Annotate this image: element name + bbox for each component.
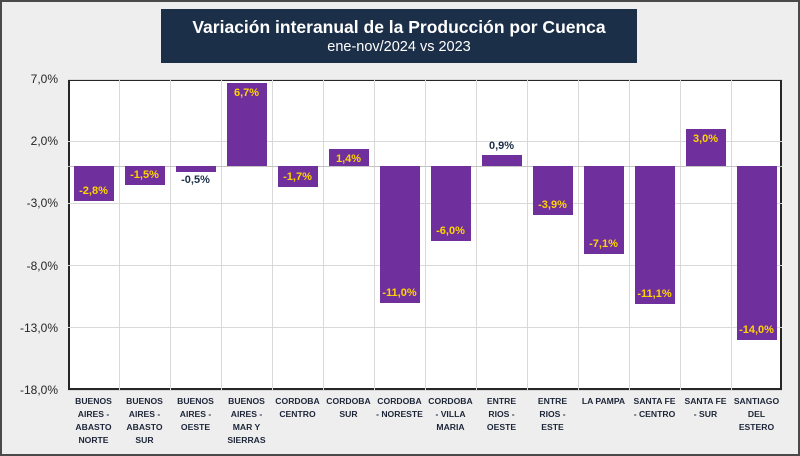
bar — [328, 148, 369, 167]
chart-title-box: Variación interanual de la Producción po… — [161, 9, 637, 63]
bar-value-label: 6,7% — [233, 86, 260, 99]
x-tick-label: SANTA FE - CENTRO — [633, 396, 676, 419]
gridline-v — [271, 79, 273, 390]
gridline-v — [577, 79, 579, 390]
bar-value-label: -6,0% — [436, 224, 465, 237]
bar-value-label: -1,7% — [283, 171, 312, 184]
x-tick-label: CORDOBA SUR — [326, 396, 371, 419]
x-tick-label: ENTRE RIOS - ESTE — [537, 396, 568, 432]
bar-value-label: 0,9% — [488, 139, 515, 152]
zero-axis-line — [68, 165, 782, 167]
gridline-v — [628, 79, 630, 390]
bar — [736, 166, 777, 341]
x-tick-label: SANTA FE - SUR — [684, 396, 727, 419]
bar — [583, 166, 624, 255]
x-axis: BUENOS AIRES - ABASTO NORTE BUENOS AIRES … — [68, 395, 782, 453]
y-tick-label: 7,0% — [30, 72, 58, 86]
chart-title: Variación interanual de la Producción po… — [192, 17, 606, 37]
x-tick-label: BUENOS AIRES - OESTE — [177, 396, 214, 432]
bar-value-label: -14,0% — [739, 324, 774, 337]
gridline-v — [679, 79, 681, 390]
bar — [430, 166, 471, 241]
bar — [379, 166, 420, 303]
gridline-v — [730, 79, 732, 390]
x-tick-label: CORDOBA - VILLA MARIA — [428, 396, 473, 432]
bar-value-label: -2,8% — [79, 184, 108, 197]
x-tick-label: BUENOS AIRES - ABASTO SUR — [126, 396, 163, 445]
x-tick-label: CORDOBA - NORESTE — [376, 396, 423, 419]
bar — [124, 166, 165, 185]
bar — [277, 166, 318, 188]
gridline-v — [118, 79, 120, 390]
gridline-v — [220, 79, 222, 390]
y-tick-label: 2,0% — [30, 134, 58, 149]
gridline-v — [526, 79, 528, 390]
bar-value-label: 3,0% — [692, 132, 719, 145]
bar-value-label: -1,5% — [130, 168, 159, 181]
x-tick-label: CORDOBA CENTRO — [275, 396, 320, 419]
x-tick-label: SANTIAGO DEL ESTERO — [733, 396, 780, 432]
bar — [175, 166, 216, 173]
gridline-v — [373, 79, 375, 390]
y-tick-label: -8,0% — [26, 258, 58, 273]
bar — [226, 82, 267, 167]
y-tick-label: -3,0% — [26, 196, 58, 211]
gridline-v — [475, 79, 477, 390]
x-tick-label: BUENOS AIRES - ABASTO NORTE — [75, 396, 112, 445]
y-tick-label: -18,0% — [19, 383, 58, 397]
y-tick-label: -13,0% — [19, 320, 58, 335]
chart-subtitle: ene-nov/2024 vs 2023 — [327, 39, 471, 55]
x-tick-label: BUENOS AIRES - MAR Y SIERRAS — [227, 396, 266, 445]
bar — [685, 128, 726, 167]
bar-value-label: -0,5% — [181, 174, 210, 187]
bar — [73, 166, 114, 201]
bar — [634, 166, 675, 305]
gridline-v — [169, 79, 171, 390]
bar-value-label: -3,9% — [538, 198, 567, 211]
plot-area: -2,8% -1,5% -0,5% 6,7% -1,7% 1,4% -11,0% -6,0% 0… — [68, 78, 782, 391]
gridline-v — [322, 79, 324, 390]
bar — [532, 166, 573, 215]
bar — [481, 154, 522, 167]
gridline-h — [68, 389, 782, 391]
x-tick-label: LA PAMPA — [581, 396, 626, 406]
bar-value-label: 1,4% — [335, 152, 362, 165]
bar-value-label: -11,0% — [382, 286, 417, 299]
x-tick-label: ENTRE RIOS - OESTE — [486, 396, 517, 432]
bar-value-label: -7,1% — [589, 238, 618, 251]
bar-value-label: -11,1% — [637, 288, 672, 301]
y-axis: 7,0% 2,0% -3,0% -8,0% -13,0% -18,0% — [0, 0, 58, 456]
gridline-v — [424, 79, 426, 390]
